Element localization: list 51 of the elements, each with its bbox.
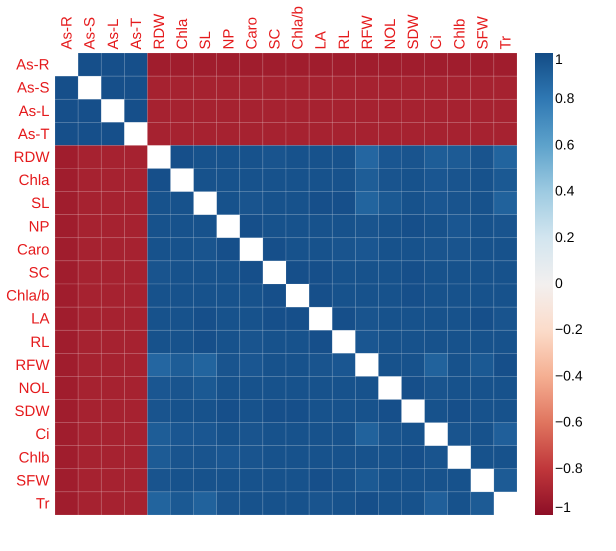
y-tick-label: As-R bbox=[16, 56, 50, 74]
color-bar-label: 0.4 bbox=[555, 182, 575, 199]
x-tick-label: NP bbox=[220, 28, 238, 50]
color-bar-label: 0 bbox=[555, 275, 563, 291]
y-tick-label: As-T bbox=[18, 126, 50, 143]
color-bar-label: 1 bbox=[555, 51, 563, 67]
x-tick-label: SDW bbox=[405, 14, 422, 50]
x-tick-label: SL bbox=[197, 31, 214, 50]
x-tick-label: SFW bbox=[474, 15, 492, 50]
x-tick-label: Caro bbox=[243, 16, 260, 50]
y-tick-label: Chla bbox=[18, 172, 50, 190]
color-bar-label: 0.2 bbox=[555, 228, 575, 245]
y-tick-label: RL bbox=[30, 334, 50, 351]
color-bar-label: −0.8 bbox=[555, 460, 583, 476]
x-tick-label: NOL bbox=[382, 18, 399, 50]
y-tick-label: SC bbox=[28, 264, 50, 282]
y-tick-label: Chlb bbox=[18, 449, 50, 466]
color-bar-label: −1 bbox=[555, 499, 572, 515]
x-tick-label: RFW bbox=[358, 14, 376, 50]
x-tick-label: As-L bbox=[104, 18, 122, 50]
y-tick-label: LA bbox=[31, 310, 50, 328]
y-tick-label: SFW bbox=[16, 472, 50, 490]
x-tick-label: Chlb bbox=[451, 18, 468, 50]
color-bar-label: 0.6 bbox=[555, 136, 575, 152]
x-tick-label: RL bbox=[336, 30, 353, 50]
y-tick-label: Chla/b bbox=[6, 288, 50, 305]
color-bar-label: −0.2 bbox=[555, 321, 583, 338]
color-bar-label: −0.4 bbox=[555, 367, 583, 384]
y-tick-label: SDW bbox=[14, 403, 50, 420]
color-bar-label: −0.6 bbox=[555, 414, 583, 430]
y-tick-label: Tr bbox=[36, 495, 50, 512]
y-tick-label: As-S bbox=[16, 80, 50, 97]
y-tick-label: NOL bbox=[18, 380, 50, 397]
y-tick-label: Ci bbox=[35, 426, 50, 444]
y-tick-label: RDW bbox=[14, 148, 50, 166]
y-tick-label: As-L bbox=[18, 102, 50, 120]
x-tick-label: Ci bbox=[428, 35, 446, 50]
x-tick-label: As-T bbox=[128, 18, 145, 50]
y-tick-label: Caro bbox=[16, 241, 50, 258]
color-bar-label: 0.8 bbox=[555, 90, 575, 106]
y-tick-label: SL bbox=[31, 195, 50, 212]
x-tick-label: LA bbox=[312, 31, 330, 50]
x-tick-label: Chla bbox=[174, 18, 192, 50]
y-tick-label: RFW bbox=[15, 356, 50, 374]
x-tick-label: Chla/b bbox=[290, 6, 307, 50]
x-tick-label: RDW bbox=[150, 12, 168, 50]
x-tick-label: SC bbox=[266, 28, 284, 50]
x-tick-label: Tr bbox=[497, 36, 514, 50]
x-tick-label: As-R bbox=[58, 16, 76, 50]
x-tick-label: As-S bbox=[82, 16, 99, 50]
y-tick-label: NP bbox=[28, 218, 50, 236]
